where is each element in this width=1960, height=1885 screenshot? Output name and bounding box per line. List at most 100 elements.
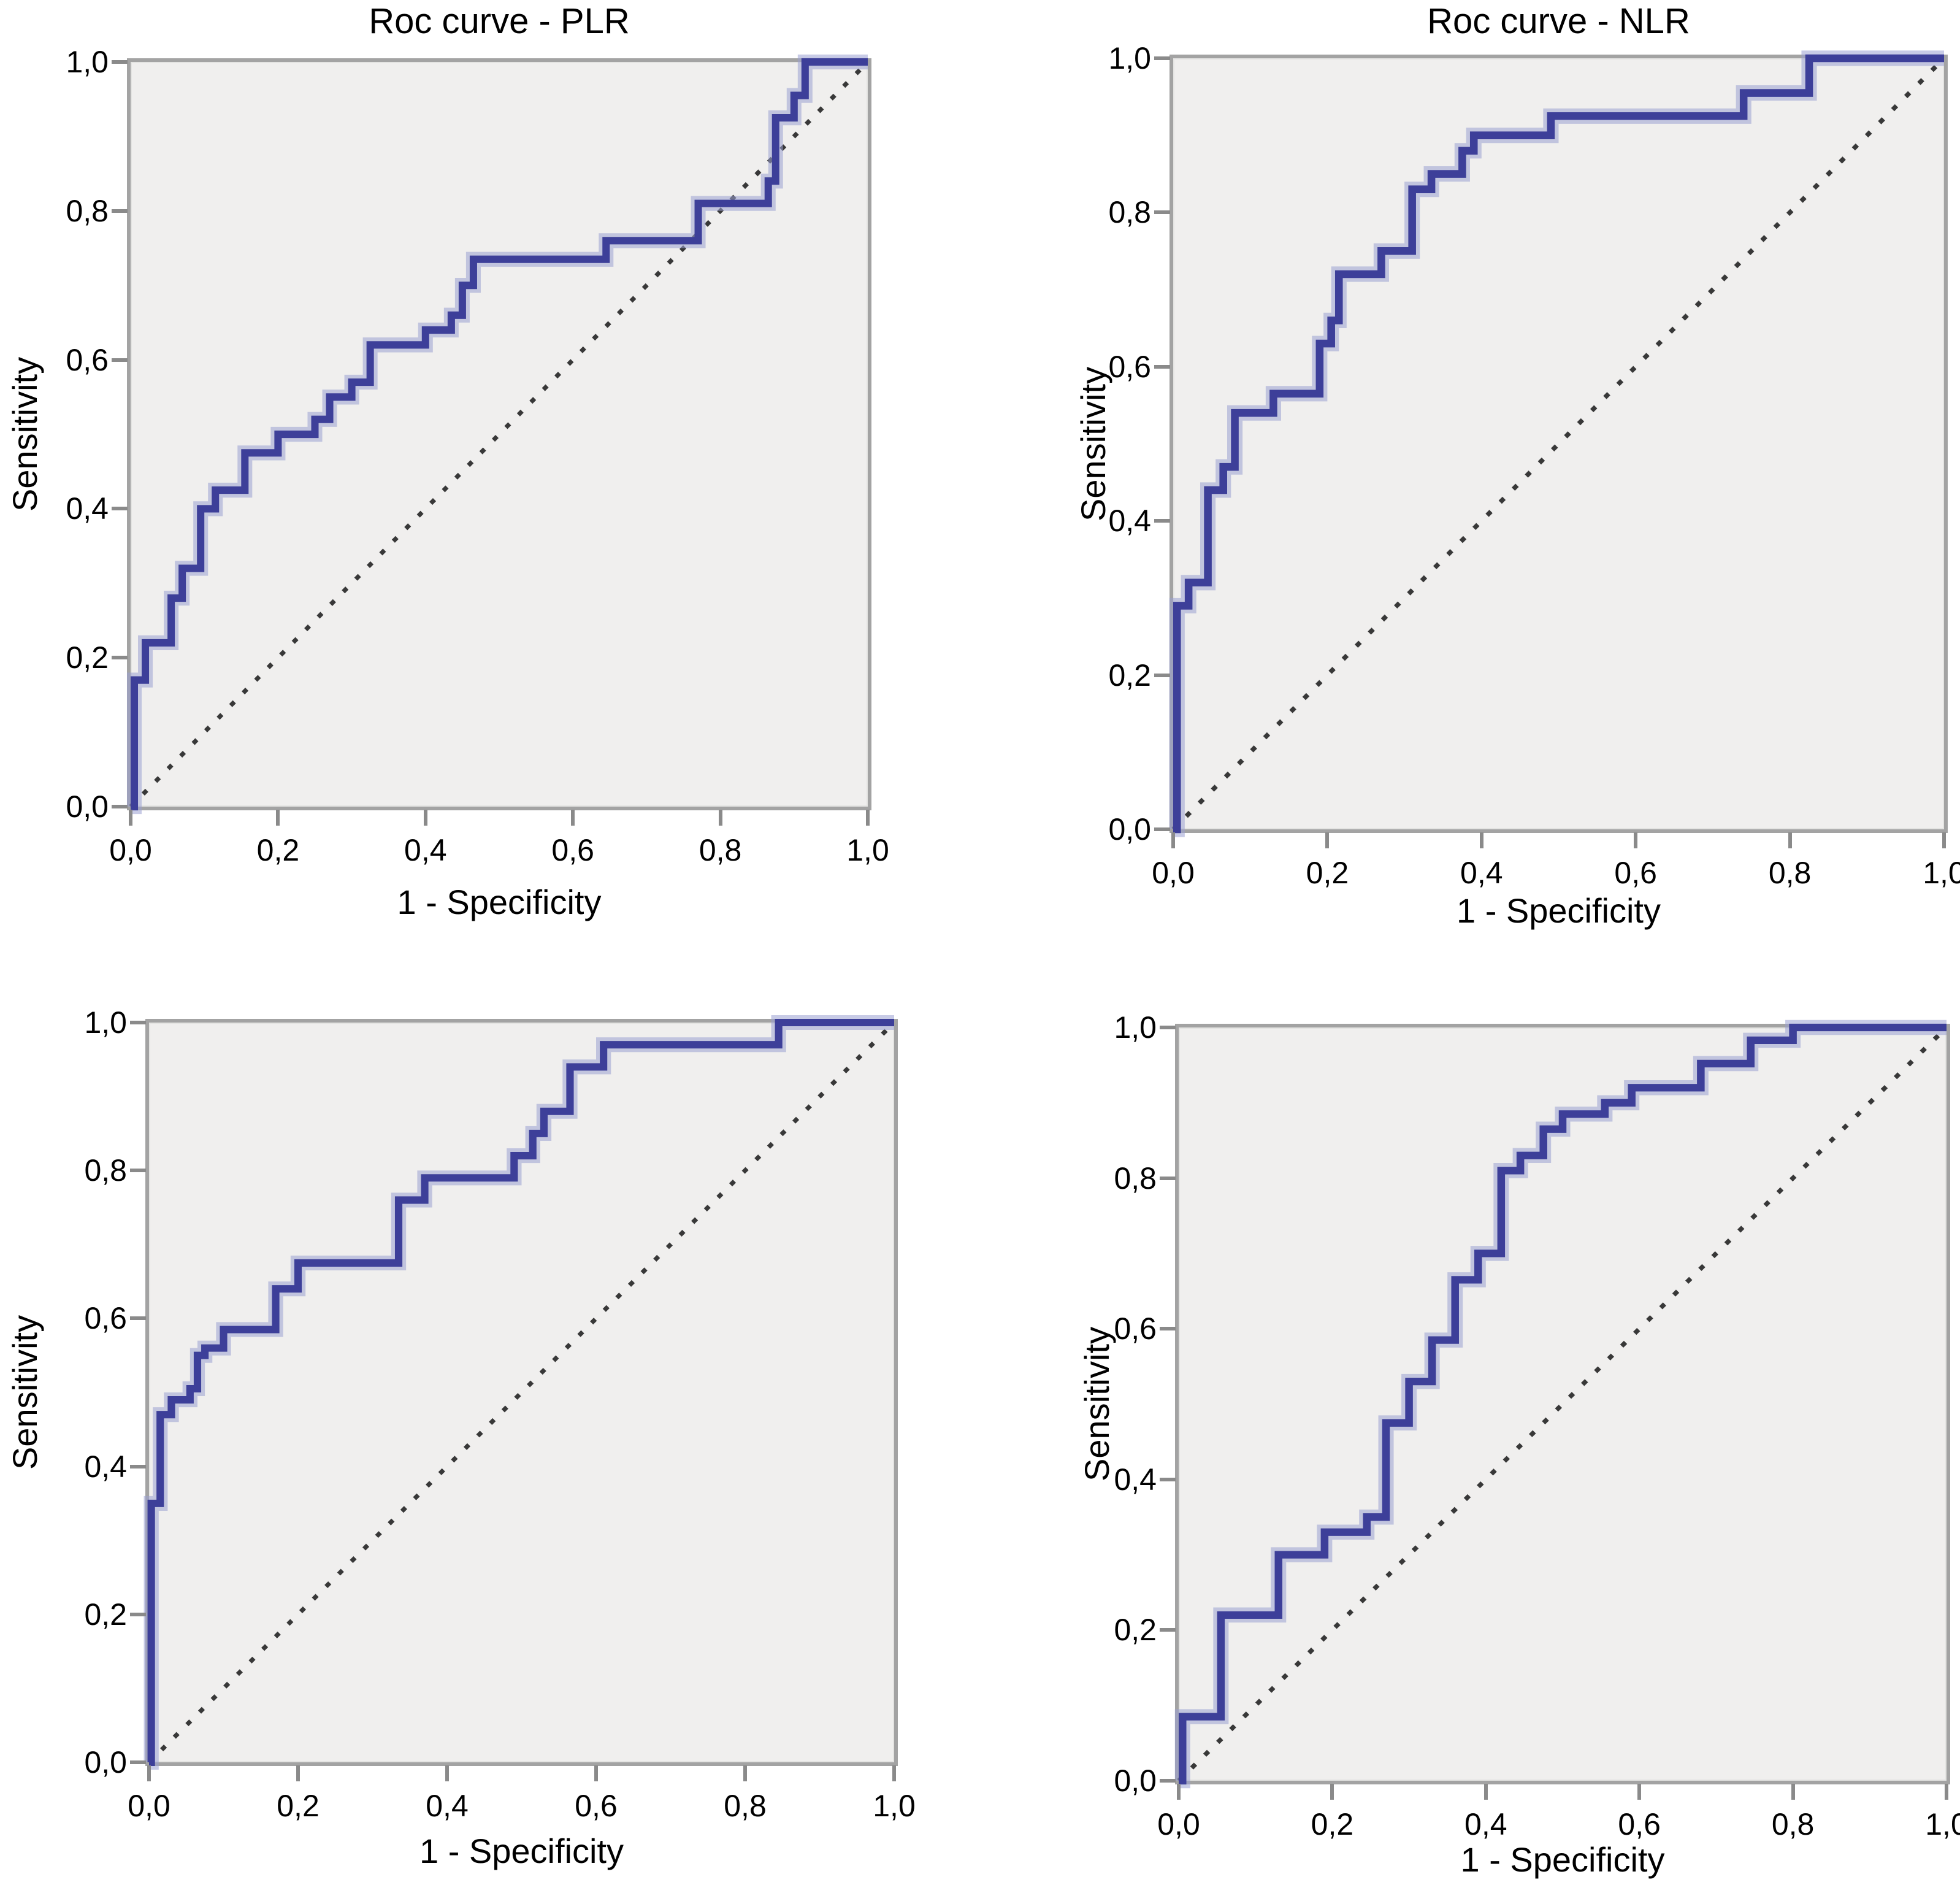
y-tick-mark <box>112 656 128 660</box>
y-tick-label: 0,6 <box>66 342 109 377</box>
x-tick-label: 0,0 <box>1157 1807 1200 1841</box>
roc-curve <box>131 58 868 811</box>
x-tick-label: 0,2 <box>1306 856 1349 890</box>
y-tick-mark <box>1154 519 1170 523</box>
x-tick-mark <box>423 810 427 826</box>
x-axis-label: 1 - Specificity <box>419 1832 624 1870</box>
x-tick-label: 0,4 <box>404 833 447 867</box>
chance-diagonal-line <box>147 1021 896 1764</box>
y-tick-label: 0,8 <box>66 193 109 228</box>
y-tick-label: 0,8 <box>84 1153 127 1188</box>
x-tick-mark <box>1325 832 1330 848</box>
y-tick-mark <box>1160 1026 1176 1029</box>
y-tick-mark <box>130 1169 146 1173</box>
y-tick-mark <box>130 1316 146 1321</box>
x-tick-mark <box>1637 1784 1642 1800</box>
x-axis-label: 1 - Specificity <box>1457 891 1661 930</box>
x-tick-mark <box>718 810 722 826</box>
roc-chart-svg <box>144 1015 896 1770</box>
x-tick-mark <box>1483 1784 1488 1800</box>
x-tick-label: 0,2 <box>256 833 300 867</box>
roc-panel-bottom-right: Sensitivity 0,0 0,2 0,4 0,6 0,8 1,0 0,0 0,2 0,4… <box>980 943 1960 1885</box>
plot-area: 0,0 0,2 0,4 0,6 0,8 1,0 0,0 0,2 0,4 0,6 0,8 1,0 <box>66 45 889 867</box>
plot-title: Roc curve - NLR <box>1427 1 1690 41</box>
y-tick-label: 0,2 <box>66 640 109 675</box>
x-tick-mark <box>594 1765 598 1781</box>
x-tick-mark <box>1945 1784 1948 1800</box>
plot-title: Roc curve - PLR <box>369 1 630 41</box>
y-tick-label: 0,0 <box>1114 1764 1157 1798</box>
x-tick-label: 0,8 <box>699 833 742 867</box>
y-tick-mark <box>1154 210 1170 215</box>
x-tick-label: 1,0 <box>846 833 889 867</box>
y-tick-mark <box>112 507 128 511</box>
x-tick-label: 0,4 <box>1464 1807 1507 1841</box>
x-axis-label: 1 - Specificity <box>1460 1840 1665 1879</box>
x-tick-mark <box>1634 832 1638 848</box>
roc-chart-svg <box>126 54 870 815</box>
y-tick-label: 0,6 <box>1114 1311 1157 1346</box>
y-tick-label: 0,6 <box>84 1301 127 1336</box>
x-tick-mark <box>445 1765 449 1781</box>
y-tick-label: 0,0 <box>66 789 109 824</box>
chance-diagonal-line <box>1171 56 1946 831</box>
x-tick-mark <box>1942 832 1946 848</box>
y-axis-label: Sensitivity <box>1078 1326 1116 1482</box>
y-tick-mark <box>112 805 128 808</box>
y-tick-label: 0,4 <box>84 1449 127 1484</box>
x-tick-label: 0,8 <box>1771 1807 1815 1841</box>
x-tick-label: 1,0 <box>1923 856 1960 890</box>
y-tick-mark <box>1154 673 1170 677</box>
x-tick-mark <box>866 810 870 826</box>
x-tick-label: 0,0 <box>1152 856 1195 890</box>
roc-curve <box>147 1018 894 1767</box>
y-tick-label: 0,8 <box>1114 1161 1157 1196</box>
roc-curve <box>1173 54 1944 834</box>
y-tick-mark <box>112 209 128 213</box>
y-tick-mark <box>130 1760 146 1764</box>
x-tick-mark <box>1788 832 1792 848</box>
roc-panel-plr: Roc curve - PLR Sensitivity 0,0 0,2 0,4 0,6… <box>0 0 980 942</box>
y-tick-label: 0,4 <box>1114 1462 1157 1497</box>
x-tick-label: 0,6 <box>551 833 594 867</box>
y-tick-mark <box>1154 56 1170 60</box>
x-tick-mark <box>296 1765 300 1781</box>
x-tick-label: 1,0 <box>873 1789 916 1823</box>
y-tick-mark <box>1160 1628 1176 1632</box>
x-axis-label: 1 - Specificity <box>397 883 602 921</box>
x-tick-mark <box>276 810 280 826</box>
y-tick-label: 0,4 <box>66 491 109 526</box>
x-tick-label: 1,0 <box>1925 1807 1960 1841</box>
x-tick-mark <box>1791 1784 1795 1800</box>
roc-curve <box>1179 1023 1947 1785</box>
x-tick-label: 0,4 <box>426 1789 469 1823</box>
x-tick-label: 0,8 <box>724 1789 767 1823</box>
y-tick-label: 1,0 <box>1114 1010 1157 1045</box>
y-axis-label: Sensitivity <box>6 356 44 512</box>
roc-chart-svg <box>1174 1019 1948 1789</box>
roc-panel-nlr: Roc curve - NLR Sensitivity 0,0 0,2 0,4 0,6… <box>980 0 1960 942</box>
chance-diagonal-line <box>129 60 870 808</box>
y-tick-label: 0,2 <box>1114 1613 1157 1648</box>
chance-diagonal-line <box>1177 1026 1948 1783</box>
x-tick-mark <box>1479 832 1483 848</box>
y-axis-label: Sensitivity <box>1074 366 1112 521</box>
x-tick-mark <box>1330 1784 1334 1800</box>
x-tick-mark <box>743 1765 747 1781</box>
y-tick-mark <box>112 60 128 64</box>
y-tick-mark <box>112 358 128 362</box>
roc-chart-svg <box>1169 50 1946 837</box>
y-tick-mark <box>130 1612 146 1616</box>
y-tick-mark <box>130 1021 146 1024</box>
plot-area: 0,0 0,2 0,4 0,6 0,8 1,0 0,0 0,2 0,4 0,6 0,8 1,0 <box>1114 1010 1960 1841</box>
x-tick-label: 0,4 <box>1460 856 1503 890</box>
y-tick-mark <box>1154 827 1170 831</box>
x-tick-label: 0,6 <box>1614 856 1657 890</box>
x-tick-label: 0,2 <box>277 1789 320 1823</box>
x-tick-label: 0,6 <box>1618 1807 1661 1841</box>
y-tick-mark <box>1160 1477 1176 1481</box>
y-tick-mark <box>1160 1779 1176 1783</box>
x-tick-label: 0,0 <box>109 833 152 867</box>
x-tick-label: 0,8 <box>1768 856 1812 890</box>
